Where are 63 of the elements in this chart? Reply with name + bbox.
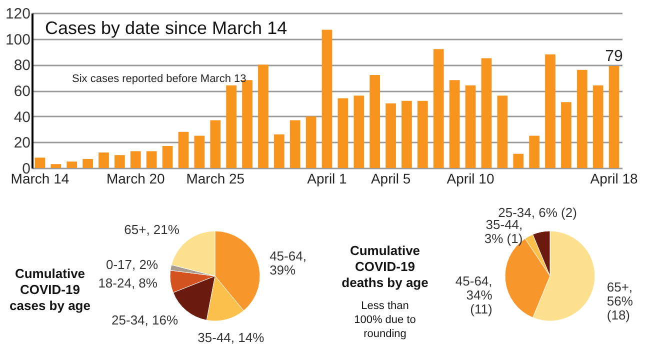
slice-label: 65+, 56% (18) (606, 279, 634, 322)
bar (433, 49, 444, 168)
bar (561, 102, 572, 168)
bar (162, 146, 173, 168)
bar (449, 80, 460, 168)
x-tick-label: April 5 (370, 170, 411, 186)
x-tick-label: March 20 (106, 170, 166, 186)
y-tick-label: 80 (14, 57, 30, 74)
bar (545, 54, 556, 168)
chart-title: Cases by date since March 14 (44, 18, 288, 38)
bar (417, 100, 428, 168)
bar (529, 136, 540, 168)
bar (178, 132, 189, 168)
bar (386, 103, 396, 168)
bar (497, 96, 508, 168)
y-tick-label: 0 (22, 160, 30, 178)
bar (146, 151, 157, 168)
slice-label: 65+, 21% (124, 222, 180, 238)
bar (465, 85, 476, 168)
bar (306, 116, 316, 168)
bar (322, 30, 332, 168)
bar (130, 151, 141, 168)
y-tick-label: 40 (14, 108, 30, 126)
bar (258, 64, 268, 168)
bar (194, 136, 205, 168)
bar (34, 158, 46, 168)
slice-label: 18-24, 8% (98, 275, 158, 290)
y-tick-label: 60 (14, 83, 30, 100)
bar (50, 164, 62, 168)
annotation: Six cases reported before March 13 (72, 73, 246, 85)
y-tick-label: 120 (5, 6, 30, 22)
text: Cumulative COVID-19 cases by age (10, 266, 90, 313)
bar (98, 152, 109, 168)
slice-label: 0-17, 2% (106, 257, 158, 272)
bar (274, 134, 284, 168)
slice-label: 35-44, 14% (198, 330, 265, 345)
text: Cumulative COVID-19 deaths by age (342, 243, 428, 290)
bar (513, 154, 524, 168)
bar (592, 85, 604, 168)
slice-label: 45-64, 39% (270, 248, 306, 278)
bar (402, 100, 412, 168)
x-tick-label: April 1 (307, 170, 348, 186)
bar (226, 85, 237, 168)
bar (338, 98, 348, 168)
y-tick-label: 20 (14, 134, 30, 152)
x-tick-label: April 18 (590, 170, 638, 186)
bar (82, 158, 93, 168)
bar (114, 155, 125, 168)
x-tick-label: April 10 (446, 170, 494, 186)
bar (608, 66, 620, 168)
text: Less than 100% due to rounding (354, 300, 416, 340)
bar (576, 70, 588, 168)
bar (290, 120, 300, 168)
x-tick-label: March 25 (186, 170, 245, 186)
slice-label: 45-64, 34% (11) (455, 274, 493, 317)
bar (370, 75, 380, 168)
bar (354, 96, 364, 168)
y-tick-label: 100 (5, 31, 30, 48)
bar (66, 162, 78, 168)
bar (210, 120, 221, 168)
slice-label: 25-34, 16% (112, 312, 178, 328)
bar (481, 58, 492, 168)
data-label: 79 (605, 48, 624, 65)
